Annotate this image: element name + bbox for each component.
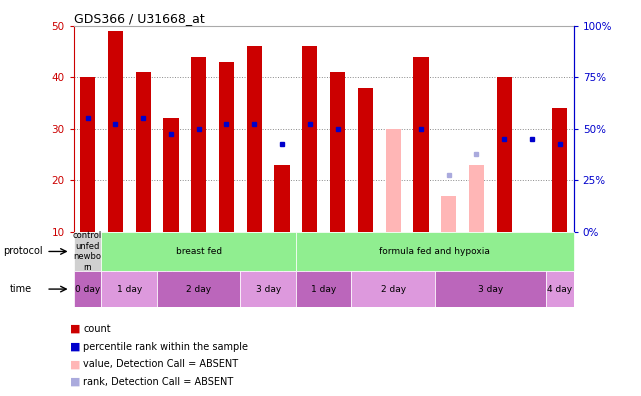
- Text: GDS366 / U31668_at: GDS366 / U31668_at: [74, 11, 204, 25]
- Bar: [240, 271, 296, 307]
- Bar: [441, 196, 456, 232]
- Bar: [74, 232, 101, 271]
- Bar: [469, 165, 484, 232]
- Bar: [413, 57, 429, 232]
- Bar: [385, 129, 401, 232]
- Text: percentile rank within the sample: percentile rank within the sample: [83, 341, 248, 352]
- Bar: [191, 57, 206, 232]
- Bar: [219, 62, 234, 232]
- Bar: [108, 31, 123, 232]
- Text: value, Detection Call = ABSENT: value, Detection Call = ABSENT: [83, 359, 238, 369]
- Text: 4 day: 4 day: [547, 285, 572, 293]
- Text: 3 day: 3 day: [256, 285, 281, 293]
- Text: time: time: [10, 284, 32, 294]
- Bar: [101, 232, 296, 271]
- Text: control
unfed
newbo
rn: control unfed newbo rn: [73, 231, 102, 272]
- Text: 3 day: 3 day: [478, 285, 503, 293]
- Bar: [163, 118, 179, 232]
- Text: ■: ■: [70, 341, 80, 352]
- Bar: [435, 271, 546, 307]
- Bar: [351, 271, 435, 307]
- Bar: [302, 46, 317, 232]
- Bar: [497, 77, 512, 232]
- Bar: [157, 271, 240, 307]
- Bar: [101, 271, 157, 307]
- Bar: [296, 271, 351, 307]
- Bar: [247, 46, 262, 232]
- Bar: [274, 165, 290, 232]
- Text: 1 day: 1 day: [117, 285, 142, 293]
- Bar: [296, 232, 574, 271]
- Text: ■: ■: [70, 359, 80, 369]
- Text: breast fed: breast fed: [176, 247, 222, 256]
- Text: 1 day: 1 day: [311, 285, 337, 293]
- Bar: [74, 271, 101, 307]
- Bar: [552, 108, 567, 232]
- Text: 2 day: 2 day: [186, 285, 212, 293]
- Text: formula fed and hypoxia: formula fed and hypoxia: [379, 247, 490, 256]
- Text: 0 day: 0 day: [75, 285, 100, 293]
- Bar: [546, 271, 574, 307]
- Bar: [330, 72, 345, 232]
- Text: count: count: [83, 324, 111, 334]
- Bar: [358, 88, 373, 232]
- Text: protocol: protocol: [3, 246, 43, 257]
- Text: rank, Detection Call = ABSENT: rank, Detection Call = ABSENT: [83, 377, 233, 387]
- Text: 2 day: 2 day: [381, 285, 406, 293]
- Text: ■: ■: [70, 324, 80, 334]
- Text: ■: ■: [70, 377, 80, 387]
- Bar: [135, 72, 151, 232]
- Bar: [80, 77, 96, 232]
